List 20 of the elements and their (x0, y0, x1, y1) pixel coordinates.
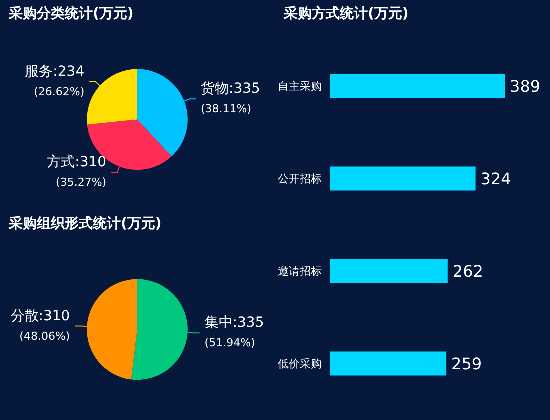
bar (330, 259, 448, 284)
data-label: 389 (510, 76, 541, 96)
y-tick-label: 自主采购 (278, 80, 322, 93)
chart-title: 采购方式统计(万元) (283, 5, 409, 22)
y-tick-label: 邀请招标 (278, 264, 322, 278)
chart-title: 采购分类统计(万元) (8, 5, 134, 22)
bar (330, 74, 506, 98)
slice-label: 货物:335 (38.11%) (201, 81, 260, 116)
bar (330, 166, 476, 191)
data-label: 262 (452, 262, 484, 281)
y-tick-label: 低价采购 (278, 357, 322, 370)
data-label: 324 (480, 169, 512, 188)
slice-label: 方式:310 (35.27%) (47, 154, 107, 189)
bar (330, 352, 447, 376)
data-label: 259 (452, 354, 482, 374)
slice-label: 服务:234 (26.62%) (25, 64, 85, 98)
slice-label: 集中:335 (51.94%) (204, 315, 264, 350)
slice-label: 分散:310 (48.06%) (10, 308, 70, 343)
y-tick-label: 公开招标 (278, 172, 322, 186)
chart-title: 采购组织形式统计(万元) (8, 215, 162, 232)
